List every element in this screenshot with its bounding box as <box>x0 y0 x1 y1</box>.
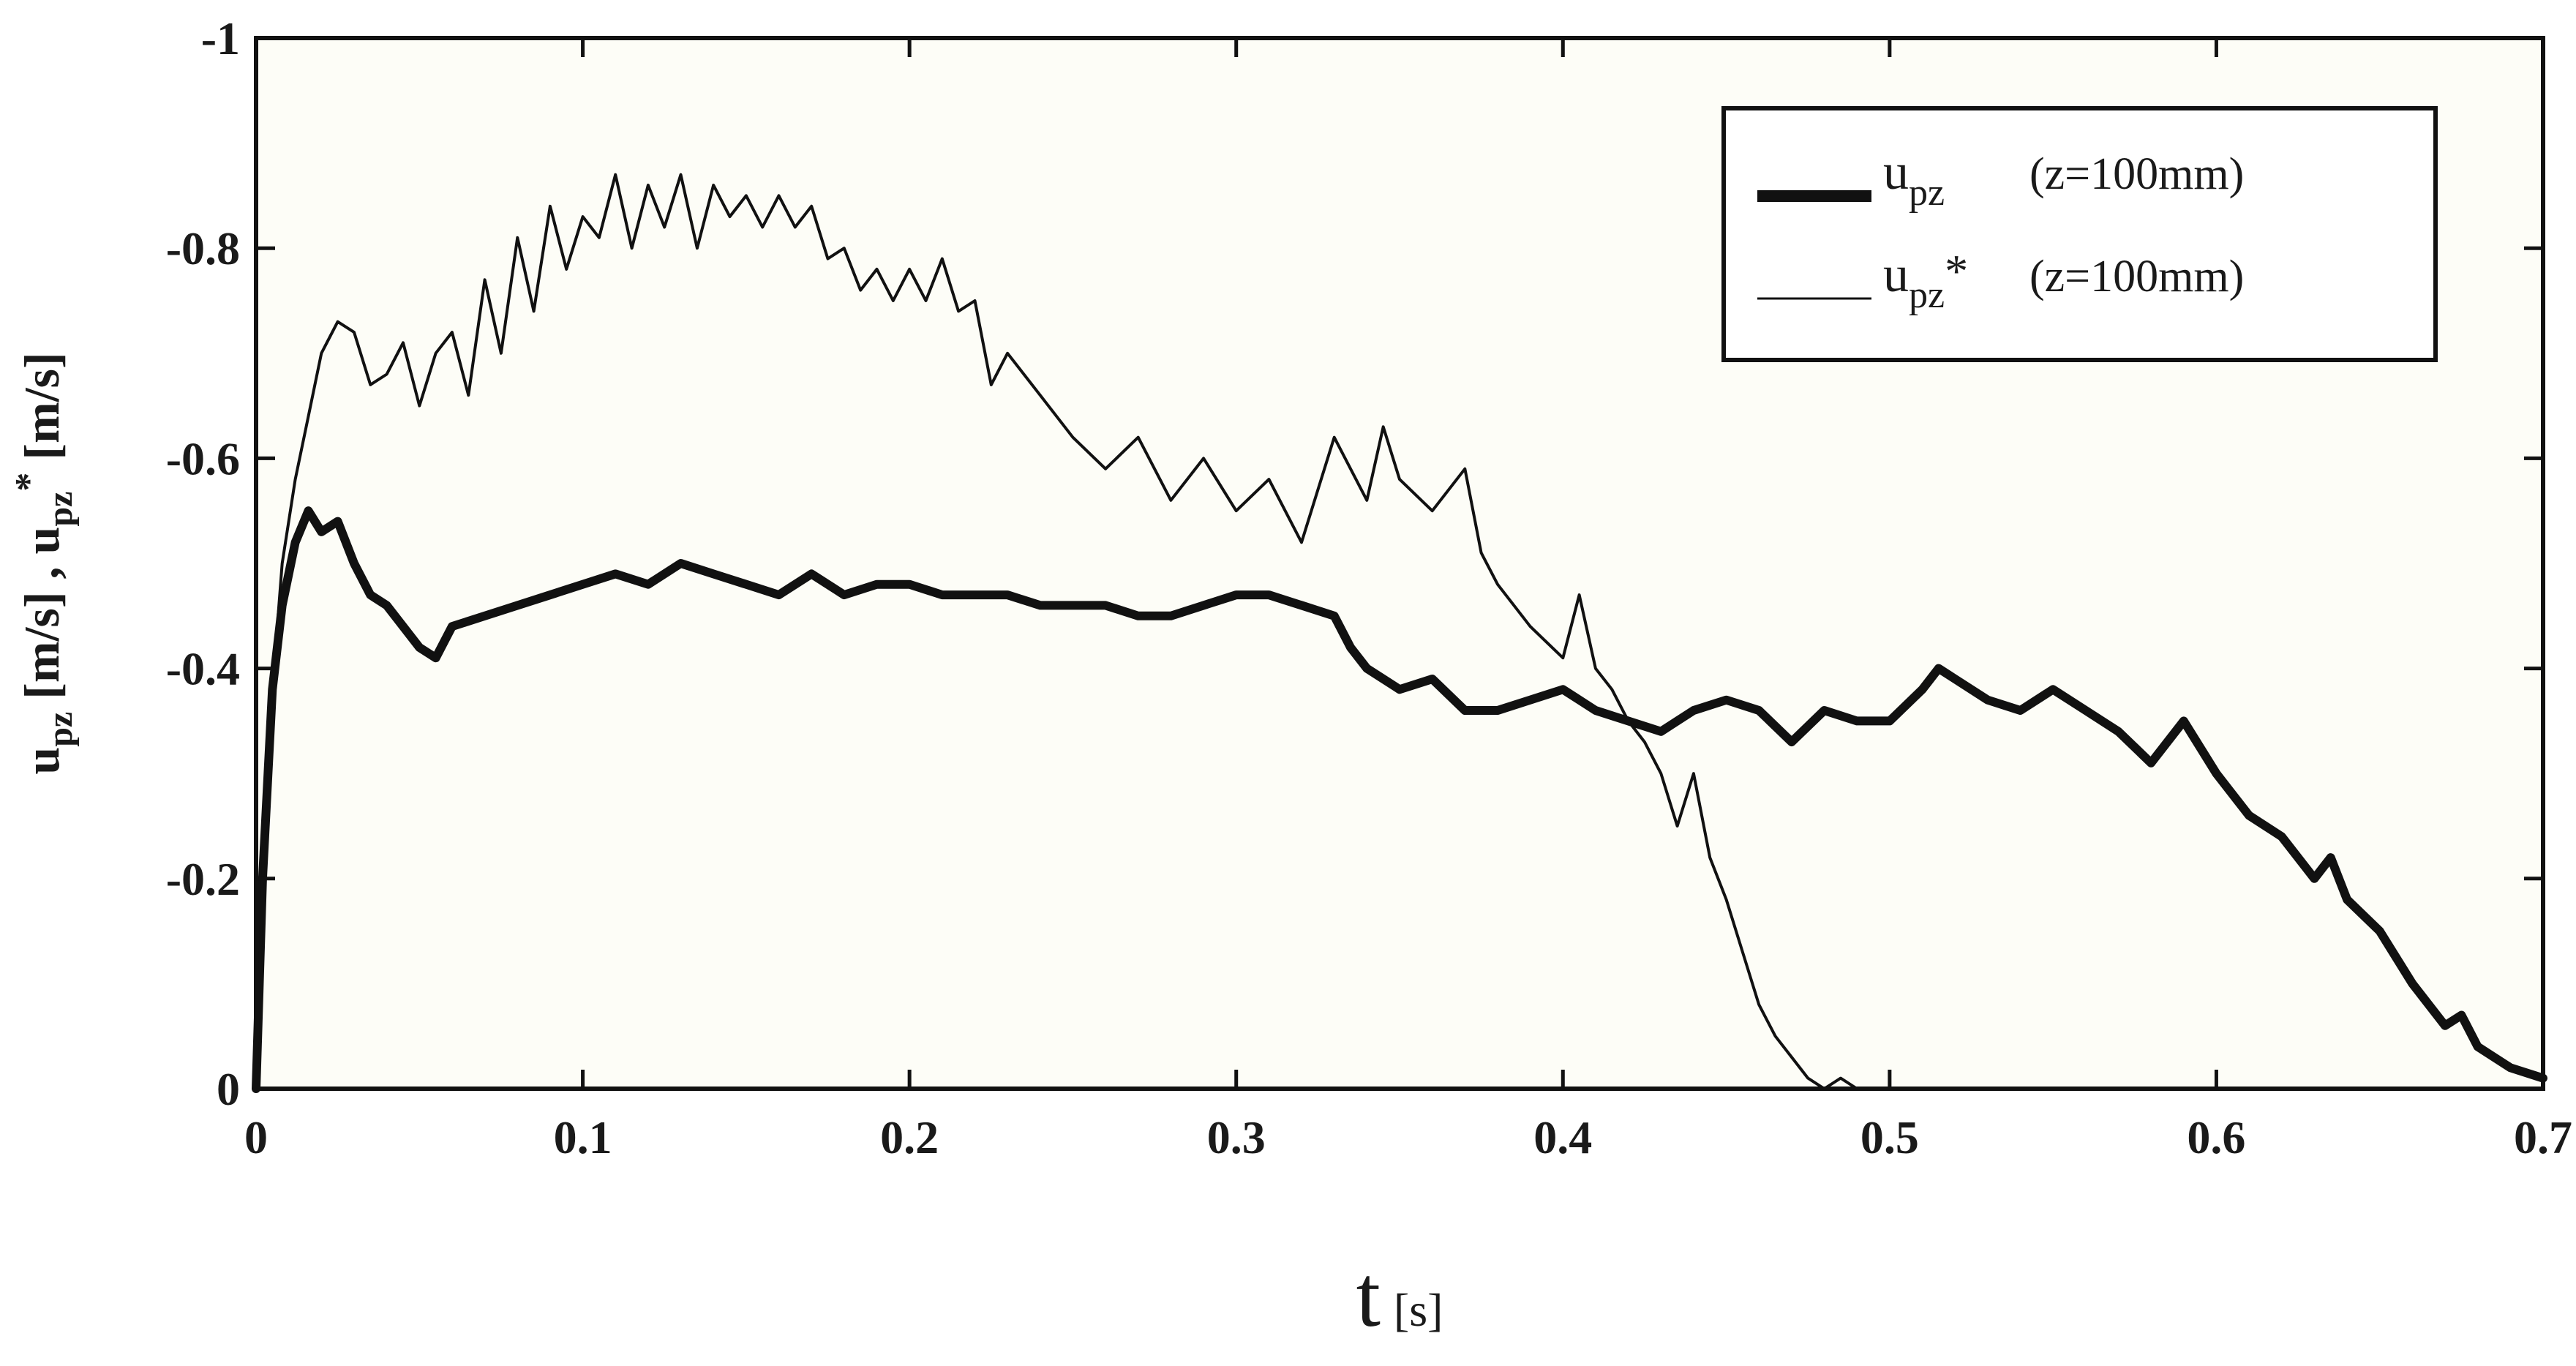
legend-2-note: (z=100mm) <box>2029 252 2244 301</box>
series-line-2 <box>255 173 1859 1090</box>
y-tick-label: 0 <box>217 1063 240 1115</box>
y-tick-label: -0.6 <box>166 432 240 484</box>
xlabel-unit: [s] <box>1394 1284 1443 1336</box>
x-axis: 0 0.1 0.2 0.3 0.4 0.5 0.6 0.7 <box>244 38 2572 1163</box>
legend-1-sub: pz <box>1909 172 1945 214</box>
ylabel-base-1: u <box>14 747 70 775</box>
series-line-1 <box>252 506 2547 1093</box>
x-tick-label: 0.1 <box>554 1111 612 1163</box>
x-tick-label: 0.2 <box>880 1111 939 1163</box>
x-tick-label: 0 <box>244 1111 268 1163</box>
legend-2-sup: * <box>1945 245 1968 297</box>
legend-2-base: u <box>1883 247 1909 303</box>
x-tick-label: 0.7 <box>2514 1111 2572 1163</box>
ylabel-sub-1: pz <box>41 712 80 747</box>
xlabel-symbol: t <box>1356 1247 1381 1345</box>
legend-2-sub: pz <box>1909 274 1945 316</box>
x-tick-label: 0.5 <box>1860 1111 1919 1163</box>
legend-label-1: upz (z=100mm) <box>1883 144 2244 214</box>
x-tick-label: 0.4 <box>1533 1111 1592 1163</box>
legend-label-2: upz* (z=100mm) <box>1883 245 2244 316</box>
ylabel-unit-1: [m/s] , <box>14 555 70 712</box>
y-tick-label: -0.2 <box>166 853 240 905</box>
y-tick-label: -0.4 <box>166 643 240 695</box>
x-tick-label: 0.3 <box>1207 1111 1266 1163</box>
y-tick-label: -0.8 <box>166 222 240 274</box>
series-layer <box>252 173 2547 1093</box>
y-axis-label: upz [m/s] , upz* [m/s] <box>8 352 80 774</box>
ylabel-sub-2: pz <box>41 492 80 527</box>
ylabel-unit-2: [m/s] <box>14 352 70 472</box>
legend: upz (z=100mm) upz* (z=100mm) <box>1721 106 2438 362</box>
y-axis: -1 -0.8 -0.6 -0.4 -0.2 0 <box>166 12 2543 1115</box>
legend-1-note: (z=100mm) <box>2029 149 2244 199</box>
plot-frame <box>254 36 2545 1091</box>
y-tick-label: -1 <box>201 12 240 64</box>
ylabel-base-2: u <box>14 527 70 555</box>
legend-box <box>1721 106 2438 362</box>
x-axis-label: t [s] <box>1356 1247 1443 1345</box>
ylabel-sup-2: * <box>8 473 50 492</box>
legend-1-base: u <box>1883 144 1909 200</box>
x-tick-label: 0.6 <box>2187 1111 2245 1163</box>
